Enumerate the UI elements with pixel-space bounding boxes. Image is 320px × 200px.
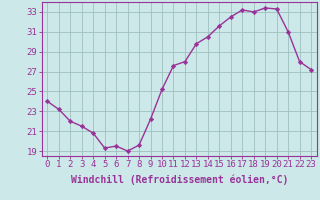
X-axis label: Windchill (Refroidissement éolien,°C): Windchill (Refroidissement éolien,°C) [70, 175, 288, 185]
